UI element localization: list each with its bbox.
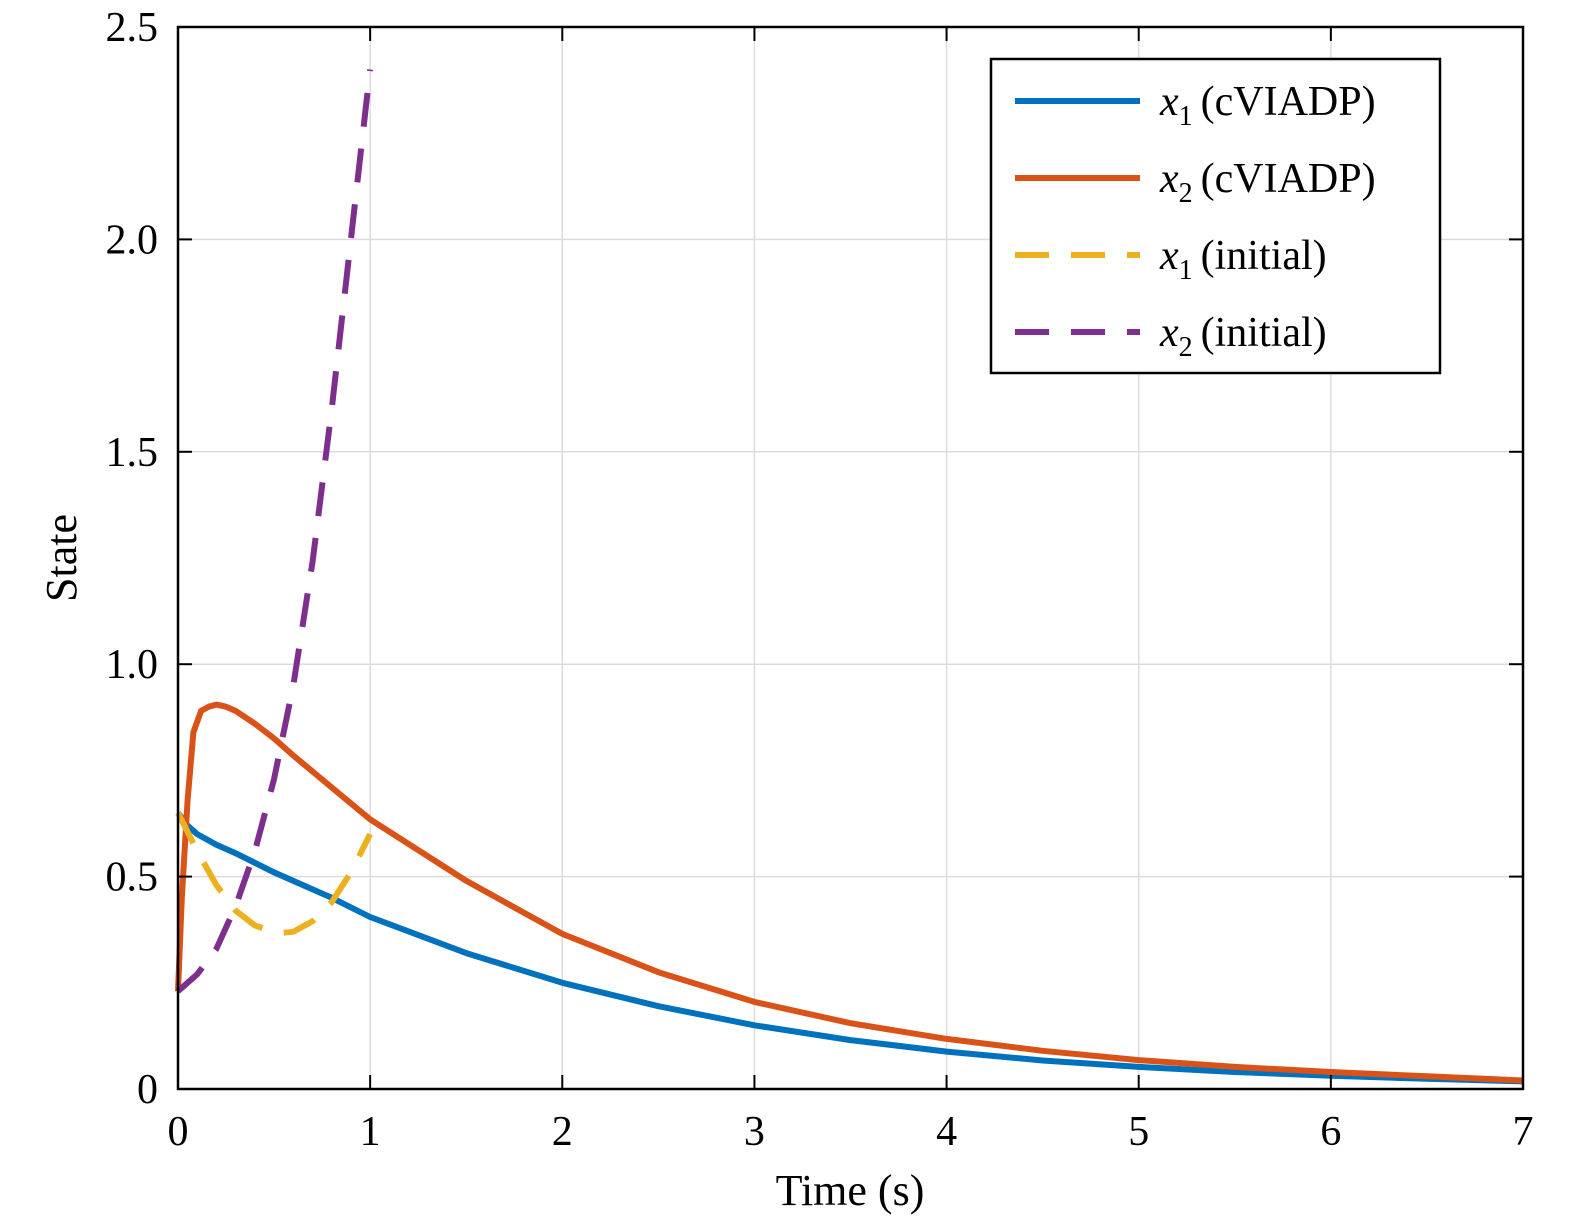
x-tick-label: 4: [936, 1109, 957, 1155]
legend-label-1: x1 (cVIADP): [1159, 79, 1376, 132]
y-tick-label: 1.0: [106, 642, 159, 688]
x-axis-title: Time (s): [776, 1166, 925, 1215]
legend-suffix: (initial): [1201, 233, 1327, 279]
x-tick-label: 5: [1128, 1109, 1149, 1155]
legend-label-2: x2 (cVIADP): [1159, 156, 1376, 209]
legend-variable: x: [1159, 310, 1179, 356]
legend-suffix: (initial): [1201, 310, 1327, 356]
tick-labels: 0 1 2 3 4 5 6 7 0 0.5 1.0 1.5 2.0 2.5: [106, 5, 1534, 1155]
series-line-1: [175, 811, 1524, 1085]
legend-variable: x: [1159, 79, 1179, 125]
x-tick-label: 2: [552, 1109, 573, 1155]
plot-border: [176, 25, 1525, 1091]
x-tick-label: 3: [744, 1109, 765, 1155]
x-tick-label: 0: [168, 1109, 189, 1155]
legend-subscript: 1: [1179, 101, 1193, 132]
legend-variable: x: [1159, 156, 1179, 202]
legend-subscript: 2: [1179, 332, 1193, 363]
legend-suffix: (cVIADP): [1201, 156, 1376, 202]
series-group: [175, 69, 1524, 1085]
y-tick-label: 1.5: [106, 430, 159, 476]
legend: x1 (cVIADP)x2 (cVIADP)x1 (initial)x2 (initia…: [989, 57, 1442, 375]
x-tick-label: 6: [1320, 1109, 1341, 1155]
ticks: [177, 26, 1524, 1090]
y-tick-label: 2.0: [106, 217, 159, 263]
y-tick-label: 0: [137, 1067, 158, 1113]
legend-subscript: 2: [1179, 178, 1193, 209]
legend-box: [989, 57, 1442, 375]
y-tick-label: 2.5: [106, 5, 159, 51]
series-line-2: [175, 701, 1524, 1084]
series-line-3: [175, 811, 373, 936]
x-tick-label: 7: [1513, 1109, 1534, 1155]
legend-subscript: 1: [1179, 255, 1193, 286]
legend-label-3: x1 (initial): [1159, 233, 1327, 286]
legend-variable: x: [1159, 233, 1179, 279]
y-tick-label: 0.5: [106, 855, 159, 901]
series-line-4: [176, 69, 374, 994]
legend-suffix: (cVIADP): [1201, 79, 1376, 125]
y-axis-title: State: [37, 514, 86, 602]
legend-label-4: x2 (initial): [1159, 310, 1327, 363]
x-tick-label: 1: [360, 1109, 381, 1155]
